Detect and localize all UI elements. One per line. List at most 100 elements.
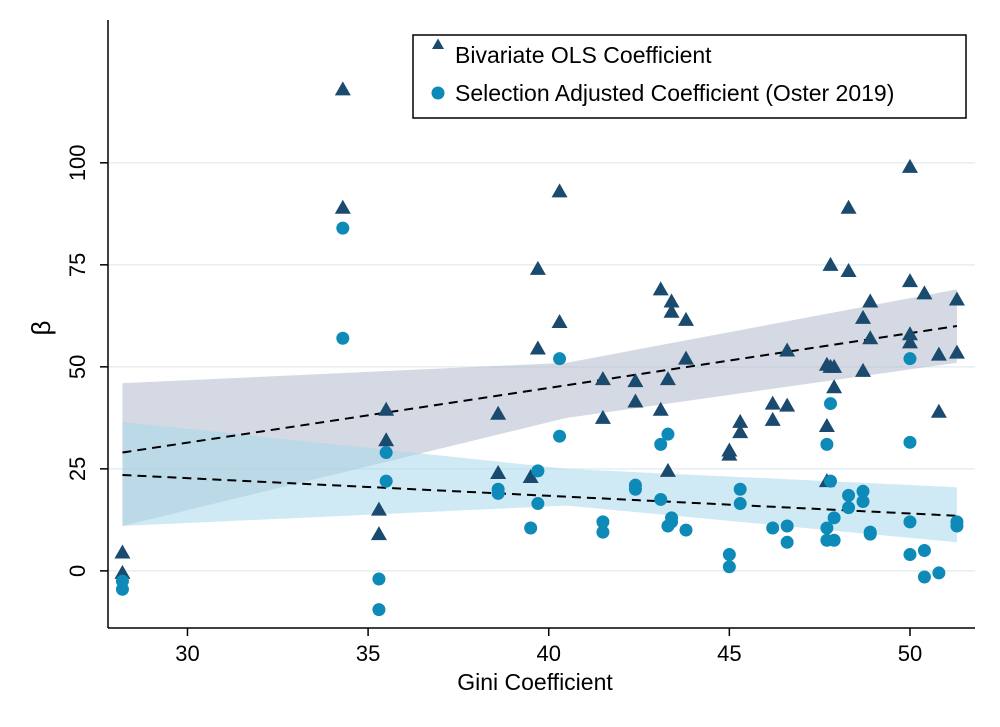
ols-point <box>659 371 676 386</box>
adjusted-point <box>596 515 610 529</box>
adjusted-point <box>842 501 856 515</box>
adjusted-point <box>553 352 567 366</box>
adjusted-point <box>824 474 837 488</box>
adjusted-point <box>628 482 642 496</box>
x-tick-label-45: 45 <box>717 641 741 666</box>
adjusted-point <box>379 446 393 460</box>
ols-point <box>948 344 965 359</box>
ols-point <box>529 260 546 275</box>
adjusted-point <box>903 435 917 449</box>
ols-point <box>663 293 680 308</box>
x-tick-label-40: 40 <box>536 641 560 666</box>
ols-point <box>522 469 539 484</box>
legend-label-adjusted: Selection Adjusted Coefficient (Oster 20… <box>455 80 894 106</box>
ols-point <box>721 446 738 461</box>
adjusted-point <box>856 495 870 509</box>
adjusted-point <box>827 511 841 525</box>
adjusted-point <box>856 484 870 498</box>
fit-line-adjusted <box>122 473 957 517</box>
ols-point <box>659 462 676 477</box>
axes: 30 35 40 45 50 0 25 50 75 100 <box>65 20 975 666</box>
ols-point <box>732 413 749 428</box>
ols-point <box>627 393 644 408</box>
y-tick-label-75: 75 <box>65 253 90 277</box>
adjusted-point <box>379 474 393 488</box>
ols-point <box>862 293 879 308</box>
adjusted-point <box>372 572 386 586</box>
ols-point <box>901 326 918 341</box>
ols-point <box>652 401 669 416</box>
adjusted-point <box>733 497 747 511</box>
ols-point <box>652 281 669 296</box>
ols-point <box>822 256 839 271</box>
ols-point <box>779 342 796 357</box>
x-tick-label-30: 30 <box>175 641 199 666</box>
ols-point <box>764 411 781 426</box>
ols-point <box>826 379 843 394</box>
data-points <box>114 81 965 617</box>
ols-point <box>930 403 947 418</box>
adjusted-point <box>903 548 917 562</box>
fit-lines <box>122 325 958 517</box>
ols-point <box>490 405 507 420</box>
ols-point <box>948 291 965 306</box>
ols-point <box>678 350 694 365</box>
ols-point <box>855 362 872 377</box>
ols-point <box>732 424 749 439</box>
fit-line-ols <box>122 325 958 454</box>
legend: Bivariate OLS Coefficient Selection Adju… <box>412 34 967 119</box>
adjusted-point <box>950 519 964 533</box>
adjusted-point <box>531 464 545 478</box>
adjusted-point <box>596 525 610 539</box>
adjusted-point <box>827 533 841 547</box>
ols-point <box>901 273 918 288</box>
adjusted-point <box>903 515 917 529</box>
adjusted-point <box>679 523 693 537</box>
x-tick-label-35: 35 <box>356 641 380 666</box>
adjusted-point <box>780 519 794 533</box>
adjusted-point <box>336 331 350 345</box>
ols-point <box>378 432 395 447</box>
ols-point <box>862 330 879 345</box>
adjusted-point <box>491 486 505 500</box>
ols-point <box>334 199 351 214</box>
ols-point <box>114 544 131 559</box>
adjusted-point <box>553 429 567 443</box>
adjusted-point <box>722 560 736 574</box>
adjusted-point <box>531 497 545 511</box>
adjusted-point <box>820 521 834 535</box>
adjusted-point <box>722 548 736 562</box>
x-axis-title: Gini Coefficient <box>457 669 613 695</box>
ols-point <box>840 199 857 214</box>
ols-point <box>114 564 131 579</box>
ols-point <box>594 409 611 424</box>
adjusted-point <box>903 352 917 366</box>
ols-point <box>594 371 611 386</box>
y-tick-label-25: 25 <box>65 457 90 481</box>
ols-point <box>818 418 835 433</box>
legend-circle-marker <box>431 86 445 100</box>
ols-point <box>627 373 644 388</box>
legend-label-ols: Bivariate OLS Coefficient <box>455 42 712 68</box>
ols-point <box>551 313 568 328</box>
adjusted-point <box>766 521 780 535</box>
adjusted-point <box>863 527 877 541</box>
ols-point <box>370 501 387 516</box>
ols-point <box>529 340 546 355</box>
adjusted-point <box>932 566 946 580</box>
ols-point <box>901 158 918 173</box>
confidence-band-adjusted <box>122 421 957 543</box>
ols-point <box>678 311 694 326</box>
confidence-bands <box>122 289 957 543</box>
adjusted-point <box>115 582 129 596</box>
ols-point <box>334 81 351 96</box>
adjusted-point <box>654 437 668 451</box>
adjusted-point <box>917 543 931 557</box>
adjusted-point <box>524 521 538 535</box>
adjusted-point <box>336 221 350 235</box>
y-tick-label-100: 100 <box>65 144 90 181</box>
adjusted-point <box>661 427 675 441</box>
y-axis-title: β <box>26 321 56 336</box>
x-tick-label-50: 50 <box>898 641 922 666</box>
